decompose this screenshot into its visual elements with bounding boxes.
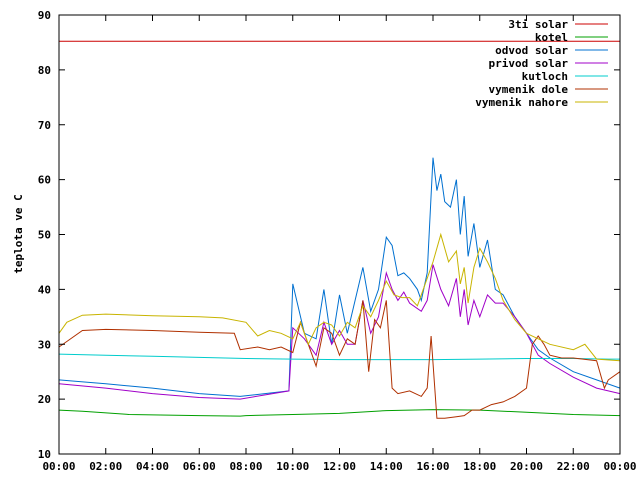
x-tick-label: 16:00 [416, 460, 449, 473]
y-axis-label: teplota ve C [12, 194, 25, 273]
y-tick-label: 30 [38, 338, 51, 351]
y-tick-label: 10 [38, 448, 51, 461]
ticks-layer: 10 20 30 40 50 60 70 80 90 00:00 02:00 04:00 06:00 08… [38, 9, 637, 473]
y-tick-label: 80 [38, 64, 51, 77]
y-tick-label: 50 [38, 229, 51, 242]
series-layer [58, 40, 621, 419]
series-line-privod-solar [58, 264, 621, 400]
series-line-odvod-solar [58, 157, 621, 397]
y-tick-label: 60 [38, 174, 51, 187]
x-tick-label: 18:00 [463, 460, 496, 473]
series-line-vymenik-dole [58, 300, 621, 419]
y-tick-label: 20 [38, 393, 51, 406]
legend-label: kotel [535, 31, 568, 44]
legend-label: odvod solar [495, 44, 568, 57]
legend-label: kutloch [522, 70, 568, 83]
y-tick-label: 90 [38, 9, 51, 22]
legend-label: vymenik dole [489, 83, 569, 96]
legend-label: vymenik nahore [475, 96, 568, 109]
x-tick-label: 10:00 [276, 460, 309, 473]
x-tick-label: 14:00 [370, 460, 403, 473]
series-line-kotel [58, 409, 621, 417]
x-tick-label: 08:00 [229, 460, 262, 473]
x-tick-label: 22:00 [557, 460, 590, 473]
series-line-vymenik-nahore [58, 232, 621, 362]
legend-label: 3ti solar [508, 18, 568, 31]
x-tick-label: 20:00 [510, 460, 543, 473]
y-tick-label: 40 [38, 283, 51, 296]
x-tick-label: 00:00 [603, 460, 636, 473]
x-tick-label: 04:00 [136, 460, 169, 473]
x-tick-label: 00:00 [42, 460, 75, 473]
legend-label: privod solar [489, 57, 569, 70]
x-tick-label: 02:00 [89, 460, 122, 473]
x-tick-label: 12:00 [323, 460, 356, 473]
y-tick-label: 70 [38, 119, 51, 132]
x-tick-label: 06:00 [183, 460, 216, 473]
